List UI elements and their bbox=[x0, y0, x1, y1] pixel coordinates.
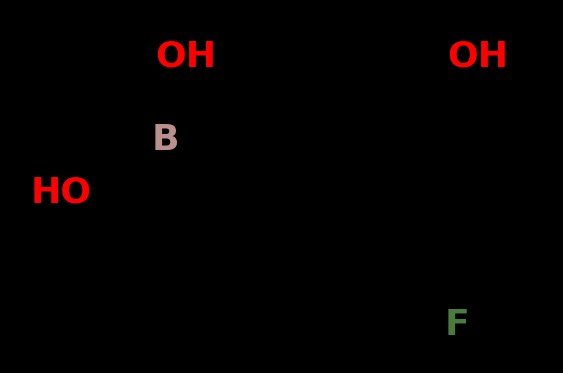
Text: F: F bbox=[445, 308, 470, 342]
Text: OH: OH bbox=[155, 39, 216, 73]
Text: HO: HO bbox=[31, 175, 92, 209]
Text: OH: OH bbox=[448, 39, 509, 73]
Text: B: B bbox=[152, 123, 180, 157]
